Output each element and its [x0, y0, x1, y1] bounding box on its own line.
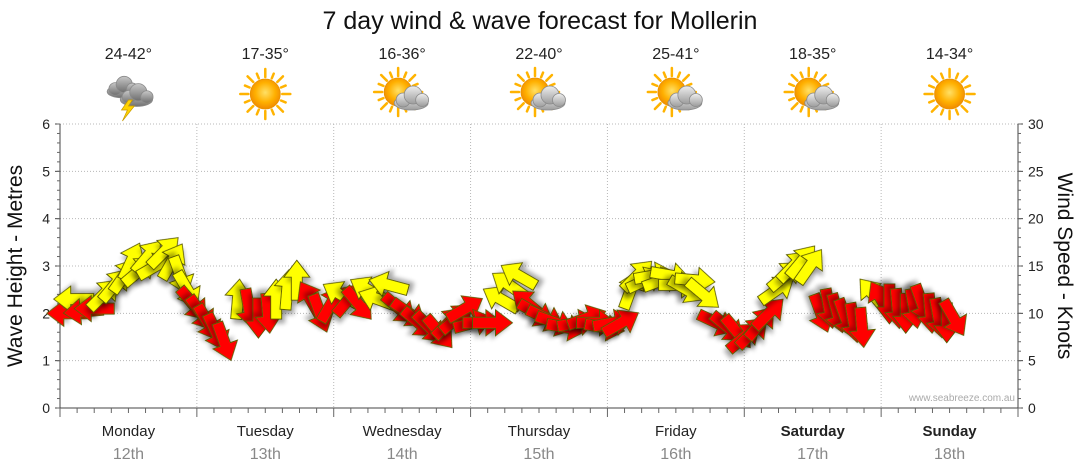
- sun-icon: [239, 67, 292, 121]
- day-name: Tuesday: [237, 423, 294, 440]
- left-tick-label: 0: [42, 400, 50, 416]
- day-date: 17th: [797, 446, 828, 463]
- temperature-range: 14-34°: [926, 46, 973, 63]
- sun-cloud-icon: [783, 66, 840, 118]
- sun-cloud-icon: [646, 66, 703, 118]
- day-name: Wednesday: [363, 423, 442, 440]
- right-tick-label: 10: [1028, 305, 1044, 321]
- day-date: 13th: [250, 446, 281, 463]
- left-tick-label: 5: [42, 163, 50, 179]
- right-tick-label: 0: [1028, 400, 1036, 416]
- wind-arrow: [600, 309, 640, 339]
- day-date: 12th: [113, 446, 144, 463]
- left-tick-label: 3: [42, 258, 50, 274]
- wind-arrow: [211, 320, 239, 362]
- wind-arrows: [46, 237, 968, 362]
- sun-cloud-icon: [372, 66, 430, 118]
- chart-title: 7 day wind & wave forecast for Mollerin: [323, 7, 758, 35]
- day-date: 14th: [387, 446, 418, 463]
- temperature-range: 18-35°: [789, 46, 836, 63]
- day-date: 15th: [523, 446, 554, 463]
- day-name: Saturday: [781, 423, 846, 440]
- y-axis-label-left: Wave Height - Metres: [4, 165, 27, 367]
- wind-arrow: [472, 308, 514, 337]
- sun-icon: [923, 67, 976, 121]
- wind-arrow: [683, 276, 720, 308]
- day-name: Thursday: [508, 423, 571, 440]
- temperature-range: 22-40°: [515, 46, 562, 63]
- right-tick-label: 30: [1028, 116, 1044, 132]
- right-tick-label: 20: [1028, 211, 1044, 227]
- day-date: 16th: [660, 446, 691, 463]
- site-credit: www.seabreeze.com.au: [908, 393, 1015, 404]
- right-tick-label: 5: [1028, 353, 1036, 369]
- day-name: Sunday: [922, 423, 977, 440]
- right-tick-label: 15: [1028, 258, 1044, 274]
- wind-arrow: [848, 306, 877, 349]
- day-name: Friday: [655, 423, 697, 440]
- wind-arrow: [500, 262, 540, 291]
- sun-cloud-icon: [509, 66, 566, 118]
- day-date: 18th: [934, 446, 965, 463]
- y-axis-label-right: Wind Speed - Knots: [1053, 173, 1076, 360]
- left-tick-label: 1: [42, 353, 50, 369]
- wind-arrow: [282, 259, 311, 301]
- temperature-range: 17-35°: [242, 46, 289, 63]
- day-name: Monday: [102, 423, 156, 440]
- wind-arrow: [368, 270, 410, 298]
- gridlines: [60, 123, 1018, 408]
- wind-arrow: [938, 297, 968, 337]
- left-tick-label: 4: [42, 211, 50, 227]
- storm-icon: [106, 75, 154, 122]
- left-tick-label: 6: [42, 116, 50, 132]
- temperature-range: 16-36°: [378, 46, 425, 63]
- right-tick-label: 25: [1028, 163, 1044, 179]
- temperature-range: 24-42°: [105, 46, 152, 63]
- temperature-range: 25-41°: [652, 46, 699, 63]
- day-headers: 24-42° 17-35° 16-36° 22-40° 25-41° 18-35° 14-3…: [105, 46, 976, 122]
- wind-arrow: [793, 249, 823, 287]
- x-axis-day-labels: Monday 12th Tuesday 13th Wednesday 14th Thursd…: [102, 423, 978, 463]
